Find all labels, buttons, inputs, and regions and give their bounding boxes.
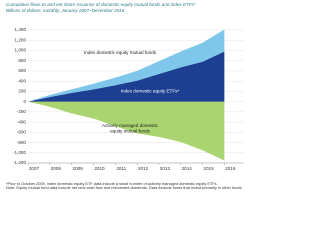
y-tick-label: -600 [17,130,27,135]
y-tick-label: 600 [18,68,26,73]
y-tick-label: -1,200 [13,160,26,165]
y-tick-label: -200 [17,109,27,114]
legend-label: Actively managed domestic equity mutual f… [102,123,159,133]
x-tick-label: 2009 [73,166,84,171]
footnote: Note: Equity mutual fund data include ne… [6,185,243,191]
area [28,29,225,102]
x-tick-label: 2012 [138,166,149,171]
chart-title: Cumulative flows to and net share issuan… [6,2,196,7]
legend-label: Index domestic equity mutual funds [84,50,157,55]
x-tick-label: 2010 [94,166,105,171]
page: {"chart_data":{"type":"stacked-area", "t… [6,2,246,191]
footnote: *Prior to October 2009, index domestic e… [6,181,218,186]
footnotes: *Prior to October 2009, index domestic e… [6,181,246,191]
x-tick-label: 2008 [51,166,62,171]
area [28,101,225,161]
y-tick-label: -800 [17,140,27,145]
area [28,51,225,102]
y-tick-label: 200 [18,89,26,94]
x-tick-label: 2013 [160,166,171,171]
x-tick-label: 2007 [29,166,40,171]
y-tick-label: 400 [18,78,26,83]
chart: -1,200 -1,000 -800 -600 -400 -200 0 200 400 600 80… [13,27,244,171]
y-tick-label: -400 [17,119,27,124]
x-tick-label: 2015 [203,166,214,171]
legend-label: Index domestic equity ETFs* [121,89,180,94]
y-tick-label: -1,000 [13,150,26,155]
y-tick-label: 1,400 [15,27,27,32]
x-tick-label: 2014 [182,166,193,171]
y-tick-label: 0 [23,99,26,104]
x-tick-label: 2016 [225,166,236,171]
y-tick-label: 800 [18,58,26,63]
chart-subtitle: Billions of dollars; monthly, January 20… [6,8,125,13]
y-tick-label: 1,200 [15,37,27,42]
x-tick-label: 2011 [116,166,126,171]
y-tick-label: 1,000 [15,48,27,53]
